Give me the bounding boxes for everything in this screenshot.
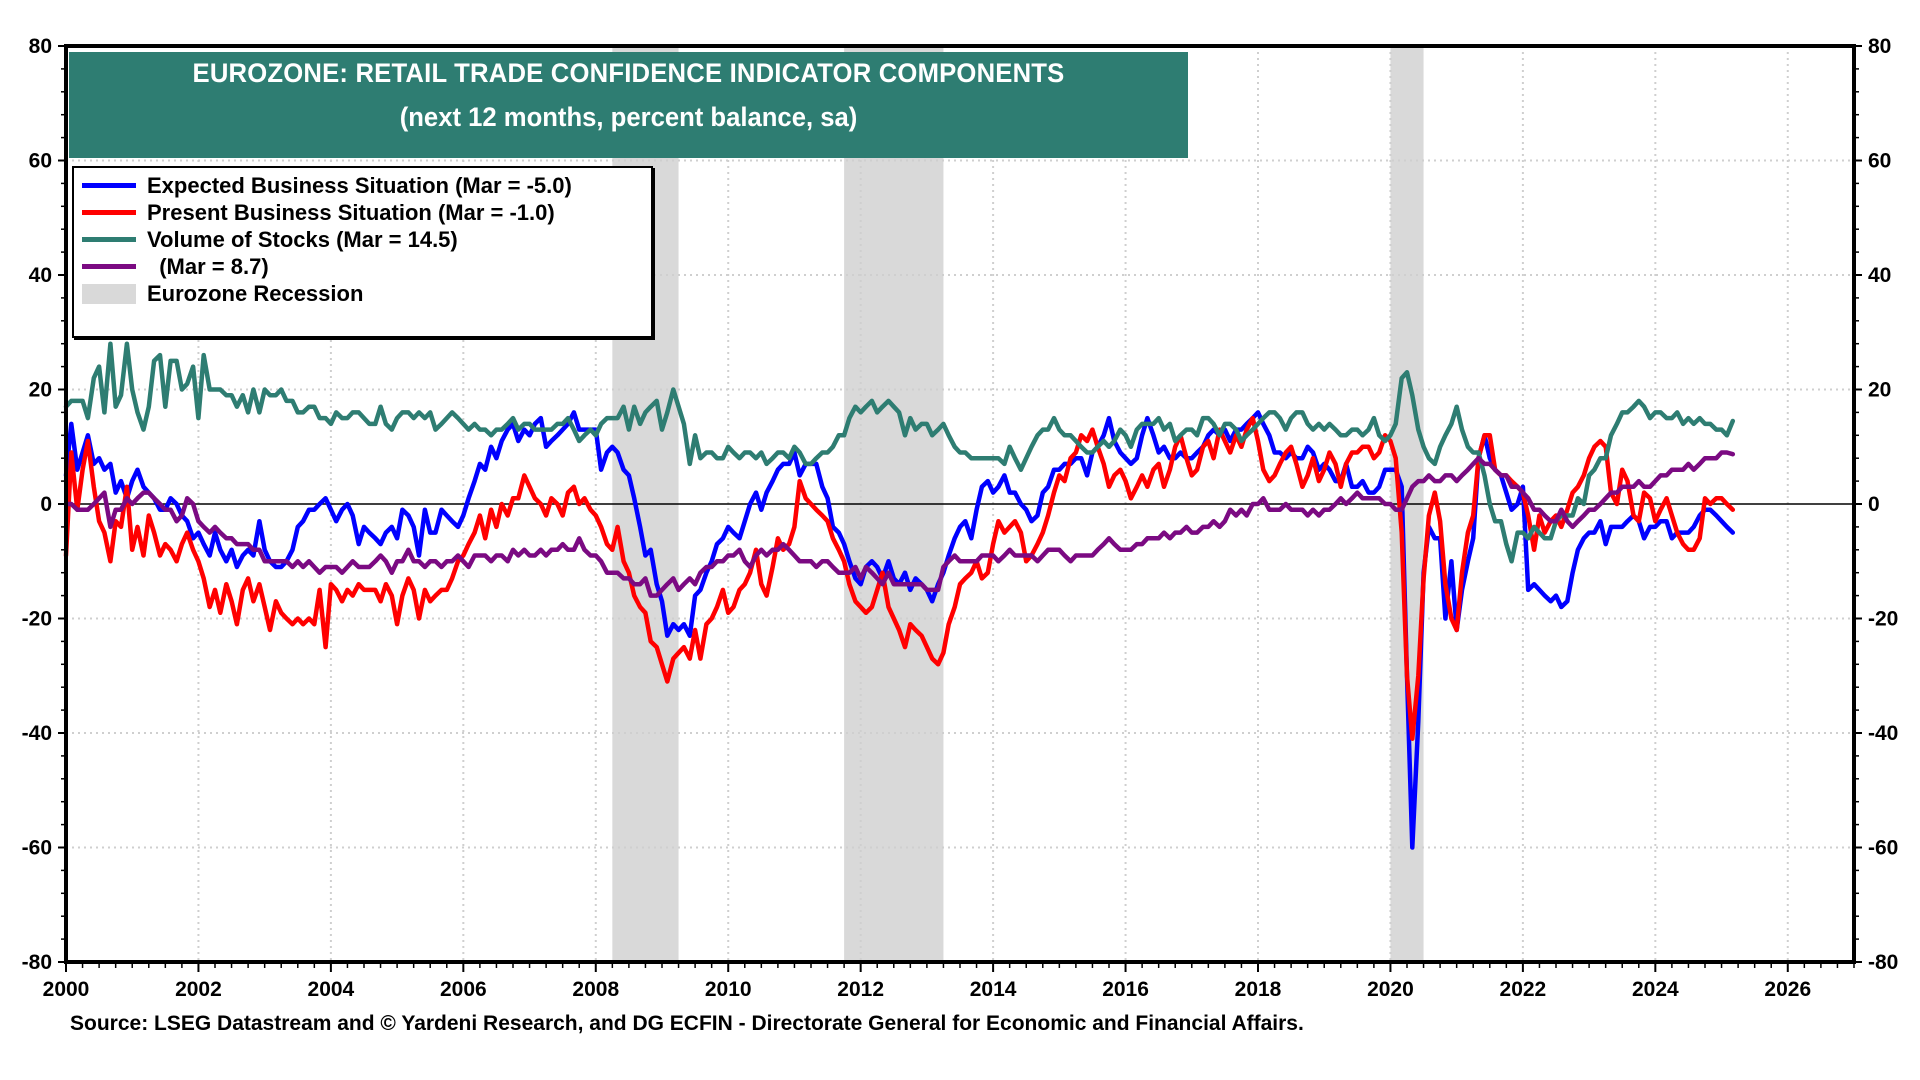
- legend: Expected Business Situation (Mar = -5.0)…: [72, 166, 653, 338]
- legend-swatch-recession: [82, 283, 136, 304]
- legend-item-unnamed-series: (Mar = 8.7): [82, 253, 651, 280]
- y-tick-label-left: -80: [22, 951, 52, 974]
- x-tick-label: 2012: [837, 978, 884, 1001]
- y-tick-label-right: 0: [1868, 493, 1880, 516]
- legend-label-expected-business: Expected Business Situation (Mar = -5.0): [147, 172, 572, 198]
- chart-title: EUROZONE: RETAIL TRADE CONFIDENCE INDICA…: [192, 58, 1065, 88]
- y-tick-label-left: -40: [22, 722, 52, 745]
- y-tick-label-right: -60: [1868, 837, 1898, 860]
- y-tick-label-left: 20: [29, 379, 52, 402]
- x-tick-label: 2014: [970, 978, 1017, 1001]
- y-tick-label-right: 60: [1868, 150, 1891, 173]
- x-tick-label: 2020: [1367, 978, 1414, 1001]
- legend-swatch-volume-of-stocks: [82, 237, 136, 242]
- y-tick-label-right: -80: [1868, 951, 1898, 974]
- x-tick-label: 2024: [1632, 978, 1679, 1001]
- legend-item-expected-business: Expected Business Situation (Mar = -5.0): [82, 172, 651, 199]
- x-tick-label: 2026: [1764, 978, 1811, 1001]
- legend-label-volume-of-stocks: Volume of Stocks (Mar = 14.5): [147, 226, 458, 252]
- y-tick-label-left: 0: [40, 493, 52, 516]
- y-tick-label-left: 40: [29, 264, 52, 287]
- legend-label-unnamed-series: (Mar = 8.7): [147, 253, 269, 279]
- x-tick-label: 2022: [1500, 978, 1547, 1001]
- y-tick-label-left: 60: [29, 150, 52, 173]
- legend-item-recession: Eurozone Recession: [82, 280, 651, 307]
- legend-label-recession: Eurozone Recession: [147, 280, 364, 306]
- x-tick-label: 2008: [572, 978, 619, 1001]
- x-tick-label: 2006: [440, 978, 487, 1001]
- legend-swatch-unnamed-series: [82, 264, 136, 269]
- x-tick-label: 2002: [175, 978, 222, 1001]
- legend-swatch-expected-business: [82, 183, 136, 188]
- y-tick-label-left: -20: [22, 608, 52, 631]
- y-tick-label-right: -40: [1868, 722, 1898, 745]
- y-tick-label-left: -60: [22, 837, 52, 860]
- chart-subtitle: (next 12 months, percent balance, sa): [399, 102, 858, 132]
- x-tick-label: 2018: [1235, 978, 1282, 1001]
- y-tick-label-right: 20: [1868, 379, 1891, 402]
- x-tick-label: 2016: [1102, 978, 1149, 1001]
- legend-item-volume-of-stocks: Volume of Stocks (Mar = 14.5): [82, 226, 651, 253]
- series-layer: [63, 341, 1736, 850]
- chart-title-box: EUROZONE: RETAIL TRADE CONFIDENCE INDICA…: [69, 52, 1188, 158]
- series-volume-of-stocks: [63, 341, 1736, 564]
- y-tick-label-right: 80: [1868, 35, 1891, 58]
- y-tick-label-right: 40: [1868, 264, 1891, 287]
- legend-item-present-business: Present Business Situation (Mar = -1.0): [82, 199, 651, 226]
- x-tick-label: 2000: [43, 978, 90, 1001]
- source-footnote: Source: LSEG Datastream and © Yardeni Re…: [70, 1012, 1304, 1035]
- legend-label-present-business: Present Business Situation (Mar = -1.0): [147, 199, 555, 225]
- series-present-business-situation: [63, 415, 1736, 741]
- y-tick-label-right: -20: [1868, 608, 1898, 631]
- legend-swatch-present-business: [82, 210, 136, 215]
- x-tick-label: 2004: [308, 978, 355, 1001]
- series-unnamed: [63, 450, 1736, 598]
- y-tick-label-left: 80: [29, 35, 52, 58]
- x-tick-label: 2010: [705, 978, 752, 1001]
